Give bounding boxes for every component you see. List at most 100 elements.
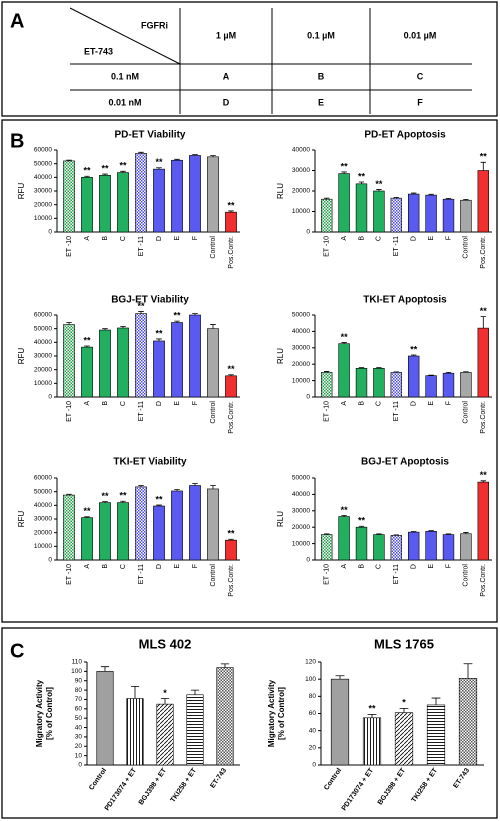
error-bar	[480, 316, 486, 329]
bar	[99, 174, 111, 233]
error-bar	[358, 181, 365, 184]
bar	[338, 343, 350, 398]
bar	[171, 159, 183, 233]
bar	[96, 671, 114, 766]
table-cell: B	[318, 71, 325, 81]
bar	[117, 327, 129, 398]
x-tick-label: ET-743	[452, 767, 471, 790]
bar	[135, 486, 147, 561]
bar	[225, 211, 237, 233]
y-tick-label: 20000	[34, 529, 52, 536]
column-label: 0.01 µM	[404, 30, 437, 40]
x-tick-label: E	[428, 236, 435, 241]
error-bar	[445, 533, 452, 535]
error-bar	[174, 320, 180, 323]
error-bar	[138, 485, 144, 487]
chart-title: TKI-ET Apoptosis	[363, 295, 447, 306]
chart: TKI-ET Viability RFU 0 10000 20000 30000 40000…	[17, 457, 240, 597]
x-tick-label: E	[428, 564, 435, 569]
significance-label: **	[368, 704, 376, 714]
chart: MLS 1765 Migratory Activity [% of Control]…	[267, 636, 484, 812]
x-tick-label: ET -10	[66, 564, 73, 585]
chart-title: PD-ET Viability	[115, 130, 186, 141]
error-bar	[192, 154, 198, 156]
x-tick-label: ET -10	[324, 236, 331, 257]
error-bar	[138, 151, 144, 154]
x-tick-label: ET -11	[393, 564, 400, 584]
x-tick-label: C	[376, 564, 383, 569]
error-bar	[445, 197, 452, 200]
y-tick-label: 40	[75, 724, 83, 731]
y-axis-label: [% of Control]	[45, 687, 54, 740]
bar	[458, 678, 478, 766]
bar	[373, 367, 385, 398]
significance-label: **	[83, 506, 91, 516]
table: FGFRi ET-743 1 µM 0.1 µM 0.01 µM 0.1 nM …	[84, 20, 436, 107]
y-tick-label: 10000	[292, 208, 310, 215]
significance-label: **	[410, 344, 418, 354]
bar	[126, 698, 144, 766]
error-bar	[156, 504, 162, 507]
x-tick-label: C	[376, 401, 383, 406]
x-tick-label: B	[358, 236, 365, 241]
y-tick-label: 60000	[34, 147, 52, 154]
error-bar	[428, 193, 434, 196]
x-tick-label: B	[102, 401, 109, 406]
y-tick-label: 40000	[34, 174, 52, 181]
y-axis-label: RLU	[276, 348, 285, 364]
significance-label: **	[101, 163, 109, 173]
y-tick-label: 30000	[292, 345, 310, 352]
bar	[207, 156, 219, 233]
y-tick-label: 80	[75, 687, 83, 694]
error-bar	[174, 489, 180, 491]
error-bar	[428, 530, 434, 532]
x-tick-label: D	[156, 564, 163, 569]
error-bar	[120, 500, 126, 503]
error-bar	[376, 189, 382, 191]
error-bar	[341, 342, 347, 344]
table-cell: D	[223, 97, 230, 107]
bar	[338, 173, 350, 233]
significance-label: **	[137, 301, 145, 311]
significance-label: **	[480, 470, 488, 480]
y-tick-label: 20000	[292, 524, 310, 531]
bar	[477, 170, 489, 233]
bar	[153, 505, 165, 561]
bar	[477, 481, 489, 561]
x-tick-label: B	[102, 564, 109, 569]
bar	[225, 375, 237, 398]
y-tick-label: 20000	[292, 361, 310, 368]
error-bar	[411, 531, 417, 533]
error-bar	[358, 367, 365, 369]
y-tick-label: 20	[75, 743, 83, 750]
bar	[330, 678, 350, 766]
y-tick-label: 20000	[34, 366, 52, 373]
error-bar	[210, 324, 216, 329]
significance-label: **	[227, 364, 235, 374]
significance-label: **	[341, 161, 349, 171]
bar	[460, 199, 472, 233]
x-tick-label: ET -10	[324, 401, 331, 422]
x-tick-label: BGJ398 + ET	[377, 767, 408, 807]
panel-b-frame	[1, 119, 498, 623]
significance-label: **	[358, 516, 366, 526]
bar	[390, 197, 402, 233]
y-tick-label: 40000	[292, 491, 310, 498]
panel-a-frame	[1, 1, 498, 117]
chart-title: TKI-ET Viability	[113, 457, 187, 468]
y-tick-label: 120	[305, 659, 316, 666]
y-axis-label: RLU	[276, 511, 285, 527]
bar	[156, 703, 174, 766]
y-tick-label: 10000	[34, 543, 52, 550]
error-bar	[411, 354, 417, 356]
error-bar	[228, 538, 234, 541]
significance-label: *	[402, 698, 406, 708]
bar	[81, 177, 93, 233]
x-tick-label: C	[120, 401, 127, 406]
chart: PD-ET Apoptosis RLU 0 10000 20000 30000 40000 E…	[276, 130, 492, 269]
bar	[338, 516, 350, 561]
significance-label: **	[227, 200, 235, 210]
y-tick-label: 50	[75, 715, 83, 722]
